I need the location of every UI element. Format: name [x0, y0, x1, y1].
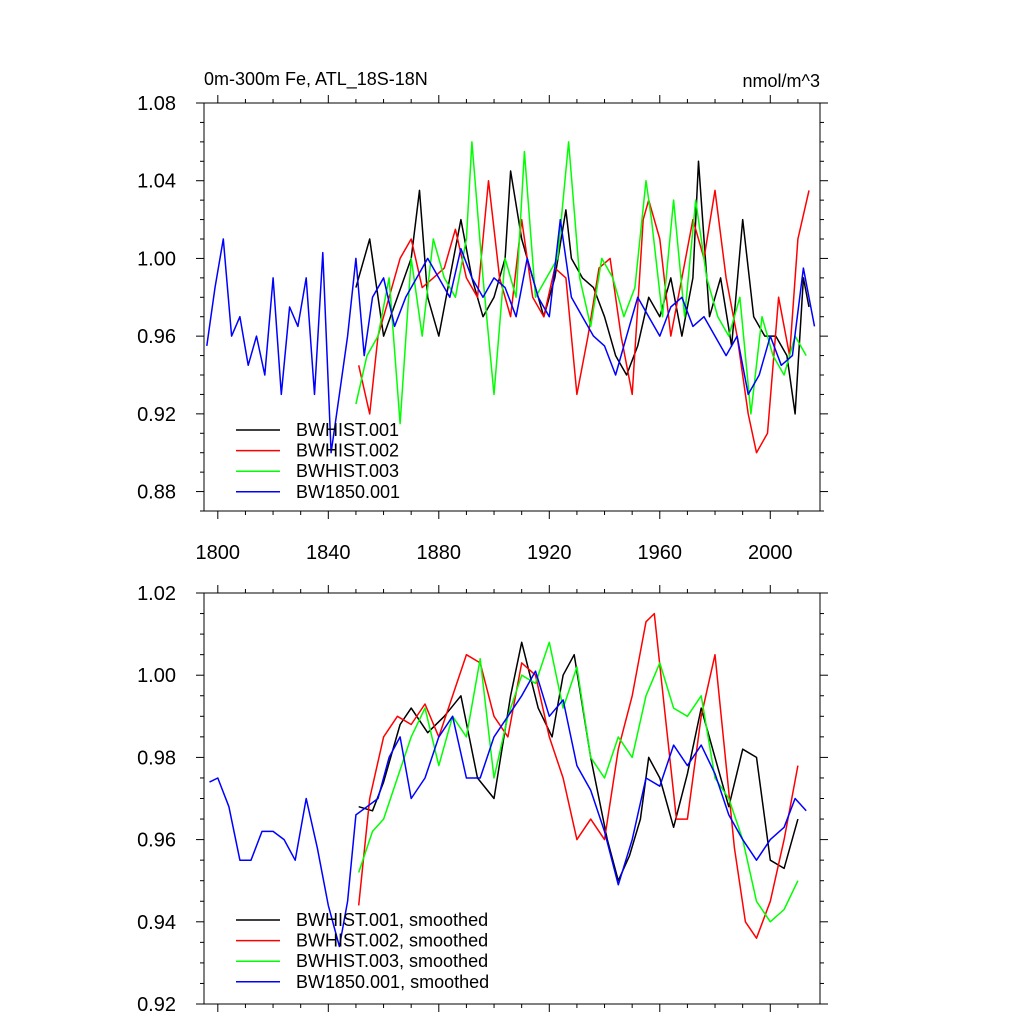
bottom-y-tick-label: 0.98	[137, 747, 176, 769]
bottom-legend-label: BW1850.001, smoothed	[296, 972, 489, 992]
top-y-tick-label: 1.08	[137, 93, 176, 115]
top-legend-label: BWHIST.001	[296, 420, 399, 440]
chart-title: 0m-300m Fe, ATL_18S-18N	[204, 69, 428, 90]
bottom-series-line-bw1850-001-smoothed	[209, 670, 807, 948]
chart-units: nmol/m^3	[743, 71, 820, 91]
bottom-axes: 0.92 0.94 0.96 0.98 1.00 1.02	[137, 583, 828, 1016]
bottom-panel-smoothed: 0.92 0.94 0.96 0.98 1.00 1.02 BWHIST.001, smo…	[137, 583, 828, 1016]
top-legend-label: BWHIST.002	[296, 441, 399, 461]
bottom-y-tick-label: 0.96	[137, 830, 176, 852]
bottom-y-tick-label: 1.00	[137, 665, 176, 687]
top-x-tick-label: 2000	[748, 542, 793, 564]
top-series-line-bw1850-001	[206, 218, 816, 454]
bottom-y-tick-label: 0.94	[137, 912, 176, 934]
bottom-legend-label: BWHIST.002, smoothed	[296, 931, 488, 951]
top-y-tick-label: 1.00	[137, 248, 176, 270]
top-x-tick-label: 1800	[196, 542, 241, 564]
top-x-tick-label: 1840	[306, 542, 351, 564]
top-series-lines	[206, 141, 816, 454]
top-axes: 0.88 0.92 0.96 1.00 1.04 1.08 1800 1840 1880 1920…	[137, 93, 828, 564]
top-series-line-bwhist-001	[355, 160, 810, 415]
top-plot-frame	[203, 102, 821, 512]
bottom-series-line-bwhist-003-smoothed	[357, 641, 799, 923]
top-y-tick-label: 0.96	[137, 326, 176, 348]
top-series-line-bwhist-003	[355, 141, 807, 425]
top-x-tick-label: 1960	[638, 542, 683, 564]
top-x-tick-label: 1880	[417, 542, 462, 564]
bottom-y-tick-label: 0.92	[137, 994, 176, 1016]
bottom-y-tick-label: 1.02	[137, 583, 176, 605]
top-legend-label: BW1850.001	[296, 482, 400, 502]
bottom-legend-label: BWHIST.003, smoothed	[296, 951, 488, 971]
bottom-legend-label: BWHIST.001, smoothed	[296, 910, 488, 930]
top-y-tick-label: 1.04	[137, 171, 176, 193]
top-panel-time-series: 0.88 0.92 0.96 1.00 1.04 1.08 1800 1840 1880 1920…	[137, 93, 828, 564]
top-y-tick-label: 0.88	[137, 482, 176, 504]
bottom-series-lines	[209, 612, 807, 948]
bottom-series-line-bwhist-002-smoothed	[357, 612, 799, 939]
top-x-tick-label: 1920	[527, 542, 572, 564]
top-legend-label: BWHIST.003	[296, 461, 399, 481]
top-y-tick-label: 0.92	[137, 404, 176, 426]
